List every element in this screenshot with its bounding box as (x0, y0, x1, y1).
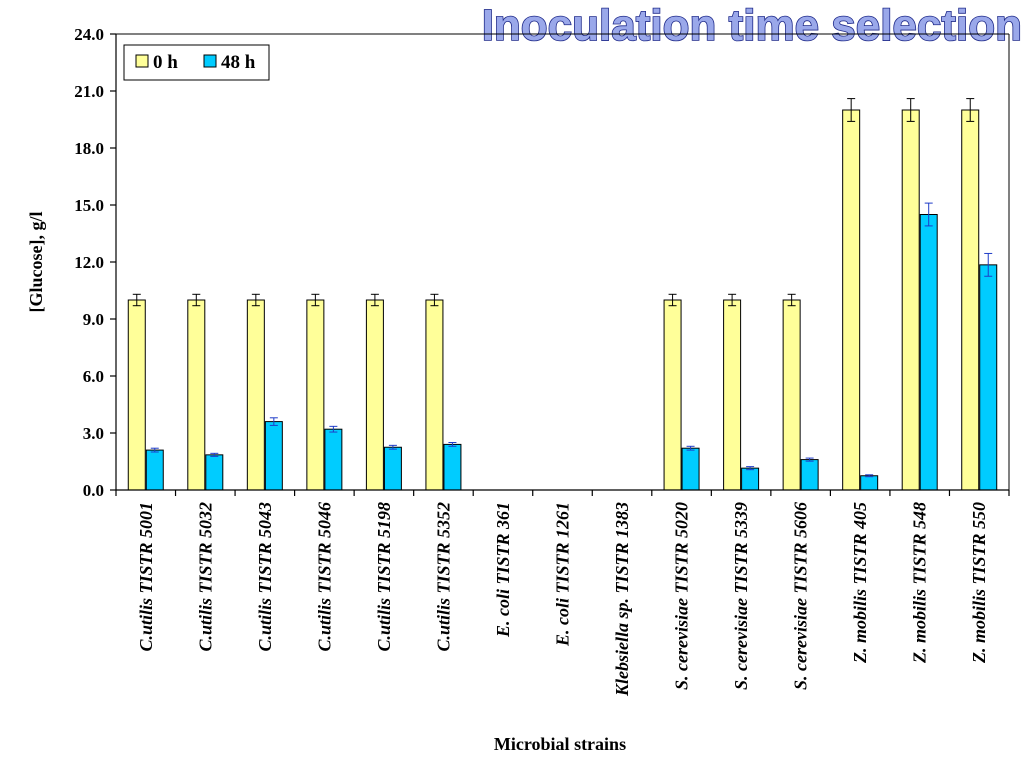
bar-48h (205, 454, 224, 491)
x-category-label: C.utilis TISTR 5198 (374, 502, 394, 652)
bar-48h (264, 421, 283, 491)
legend-swatch-0h (135, 54, 149, 68)
y-tick-label: 0.0 (83, 481, 104, 500)
bar-48h (860, 475, 879, 491)
legend: 0 h 48 h (123, 44, 270, 81)
legend-label: 0 h (153, 52, 178, 73)
bar-48h (979, 264, 998, 491)
legend-swatch-48h (203, 54, 217, 68)
x-category-label: C.utilis TISTR 5032 (195, 502, 215, 652)
x-category-label: Z. mobilis TISTR 548 (910, 502, 930, 664)
plot-area: 0.0 3.0 6.0 9.0 12.0 15.0 18.0 21.0 24.0 C.utilis… (74, 25, 1010, 697)
x-category-label: S. cerevisiae TISTR 5339 (731, 502, 751, 690)
bar-0h (663, 299, 682, 491)
y-tick-label: 24.0 (74, 25, 104, 44)
bar-48h (741, 467, 760, 491)
bar-0h (187, 299, 206, 491)
bar-0h (127, 299, 146, 491)
bar-48h (800, 459, 819, 491)
x-category-label: Z. mobilis TISTR 405 (850, 502, 870, 664)
x-category-label: S. cerevisiae TISTR 5020 (672, 502, 692, 690)
y-tick-label: 3.0 (83, 424, 104, 443)
x-category-label: E. coli TISTR 1261 (553, 502, 573, 647)
bar-0h (365, 299, 384, 491)
x-axis-title: Microbial strains (494, 734, 626, 754)
y-axis-title: [Glucose], g/l (26, 212, 46, 313)
legend-label: 48 h (221, 52, 256, 73)
bar-0h (901, 109, 920, 491)
bar-48h (145, 449, 164, 491)
bar-48h (919, 214, 938, 491)
y-tick-label: 9.0 (83, 310, 104, 329)
y-tick-label: 18.0 (74, 139, 104, 158)
bar-0h (246, 299, 265, 491)
y-tick-label: 12.0 (74, 253, 104, 272)
bar-0h (306, 299, 325, 491)
y-tick-label: 6.0 (83, 367, 104, 386)
bar-0h (782, 299, 801, 491)
x-category-label: Klebsiella sp. TISTR 1383 (612, 502, 632, 697)
x-category-label: C.utilis TISTR 5001 (136, 502, 156, 652)
bar-48h (681, 447, 700, 491)
bar-48h (383, 446, 402, 491)
y-tick-label: 21.0 (74, 82, 104, 101)
x-category-label: C.utilis TISTR 5043 (255, 502, 275, 652)
x-category-label: C.utilis TISTR 5046 (314, 502, 334, 652)
x-category-label: E. coli TISTR 361 (493, 502, 513, 638)
bar-48h (443, 443, 462, 491)
bar-0h (723, 299, 742, 491)
bar-0h (842, 109, 861, 491)
slide-headline: Inoculation time selection (482, 1, 1022, 50)
x-category-label: Z. mobilis TISTR 550 (969, 502, 989, 664)
x-category-label: C.utilis TISTR 5352 (433, 502, 453, 652)
y-tick-label: 15.0 (74, 196, 104, 215)
bar-0h (961, 109, 980, 491)
x-category-label: S. cerevisiae TISTR 5606 (791, 502, 811, 690)
bar-48h (324, 428, 343, 491)
bar-0h (425, 299, 444, 491)
